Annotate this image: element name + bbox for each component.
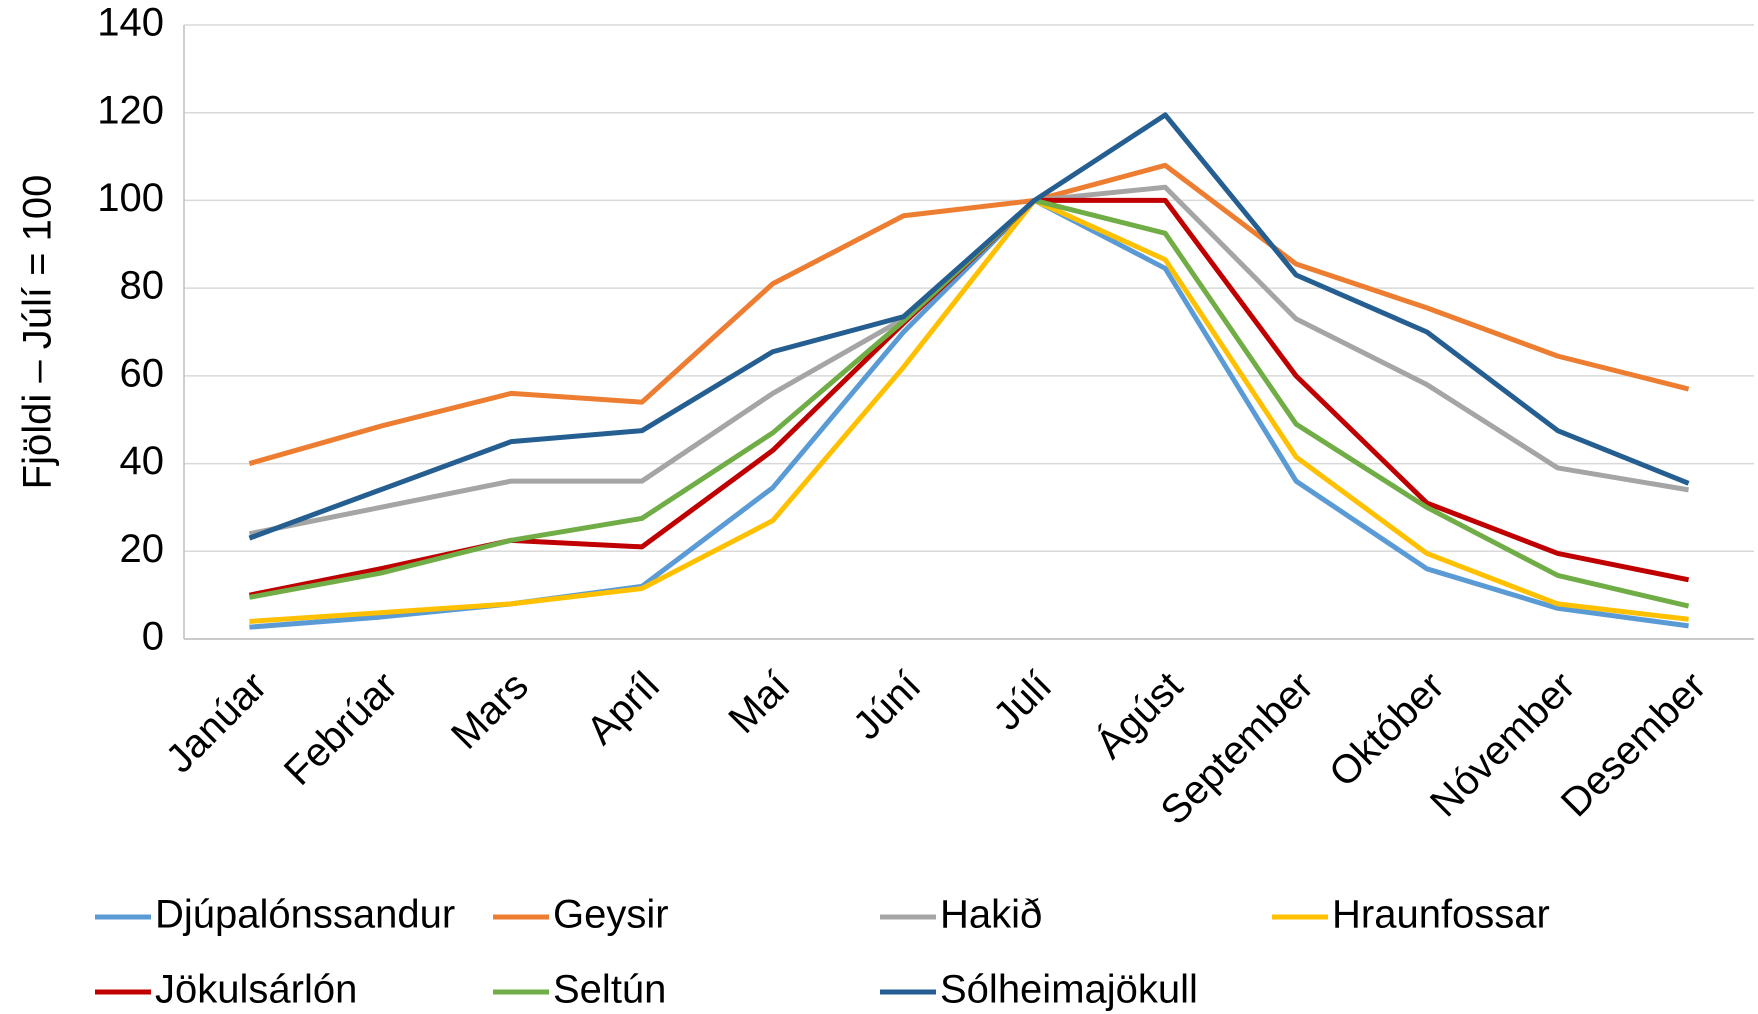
x-tick-label: Júlí bbox=[985, 664, 1060, 739]
y-tick-label: 0 bbox=[142, 615, 164, 659]
series-line bbox=[249, 197, 1689, 624]
series-line bbox=[248, 162, 1690, 466]
legend-label: Jökulsárlón bbox=[155, 968, 357, 1012]
series-line bbox=[248, 184, 1689, 537]
x-tick-label: Febrúar bbox=[276, 664, 406, 794]
y-tick-label: 140 bbox=[97, 1, 164, 45]
y-tick-label: 20 bbox=[120, 527, 165, 571]
legend-label: Sólheimajökull bbox=[940, 968, 1198, 1012]
x-tick-label: Október bbox=[1321, 664, 1453, 796]
legend-label: Hraunfossar bbox=[1332, 893, 1550, 937]
x-tick-label: Júní bbox=[845, 664, 930, 749]
legend-label: Geysir bbox=[553, 893, 669, 937]
y-tick-label: 100 bbox=[97, 176, 164, 220]
x-tick-label: Desember bbox=[1553, 664, 1715, 826]
legend-label: Djúpalónssandur bbox=[155, 893, 455, 937]
x-tick-label: Mars bbox=[443, 664, 537, 758]
y-tick-label: 120 bbox=[97, 88, 164, 132]
y-tick-label: 40 bbox=[120, 439, 165, 483]
x-tick-label: Apríl bbox=[578, 664, 667, 753]
legend-label: Seltún bbox=[553, 968, 666, 1012]
y-tick-label: 80 bbox=[120, 264, 165, 308]
x-tick-label: Ágúst bbox=[1087, 663, 1191, 767]
series-line bbox=[248, 112, 1690, 541]
x-tick-label: Maí bbox=[720, 664, 798, 742]
y-axis-label: Fjöldi – Júlí = 100 bbox=[16, 175, 60, 490]
y-tick-label: 60 bbox=[120, 351, 165, 395]
x-tick-label: Janúar bbox=[158, 664, 276, 782]
legend-label: Hakið bbox=[940, 893, 1042, 937]
